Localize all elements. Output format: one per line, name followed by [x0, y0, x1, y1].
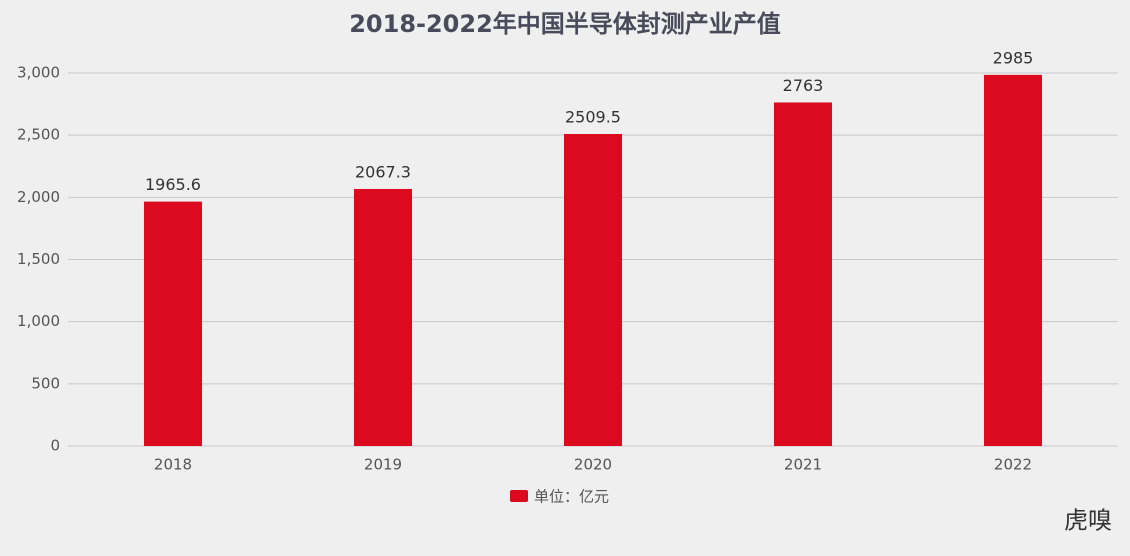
bar	[564, 133, 622, 446]
bar	[354, 188, 412, 446]
legend-label: 单位：亿元	[534, 488, 609, 506]
data-label: 2509.5	[565, 107, 621, 126]
x-tick-label: 2020	[574, 456, 612, 474]
y-tick-label: 3,000	[17, 64, 60, 82]
y-tick-label: 1,500	[17, 250, 60, 268]
x-tick-label: 2019	[364, 456, 402, 474]
data-label: 1965.6	[145, 175, 201, 194]
bar	[984, 74, 1042, 447]
x-tick-label: 2018	[154, 456, 192, 474]
y-tick-label: 2,500	[17, 126, 60, 144]
legend-swatch	[510, 490, 528, 502]
bar	[774, 102, 832, 446]
y-tick-label: 500	[31, 374, 60, 392]
y-tick-label: 1,000	[17, 312, 60, 330]
x-tick-label: 2022	[994, 456, 1032, 474]
y-tick-label: 0	[50, 437, 60, 455]
y-tick-label: 2,000	[17, 188, 60, 206]
data-label: 2985	[993, 48, 1034, 67]
chart-title: 2018-2022年中国半导体封测产业产值	[349, 10, 781, 38]
bar	[144, 201, 202, 446]
data-label: 2763	[783, 76, 824, 95]
data-label: 2067.3	[355, 162, 411, 181]
watermark: 虎嗅	[1064, 507, 1112, 535]
x-tick-label: 2021	[784, 456, 822, 474]
